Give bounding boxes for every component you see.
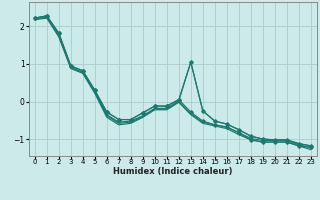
X-axis label: Humidex (Indice chaleur): Humidex (Indice chaleur) [113, 167, 233, 176]
